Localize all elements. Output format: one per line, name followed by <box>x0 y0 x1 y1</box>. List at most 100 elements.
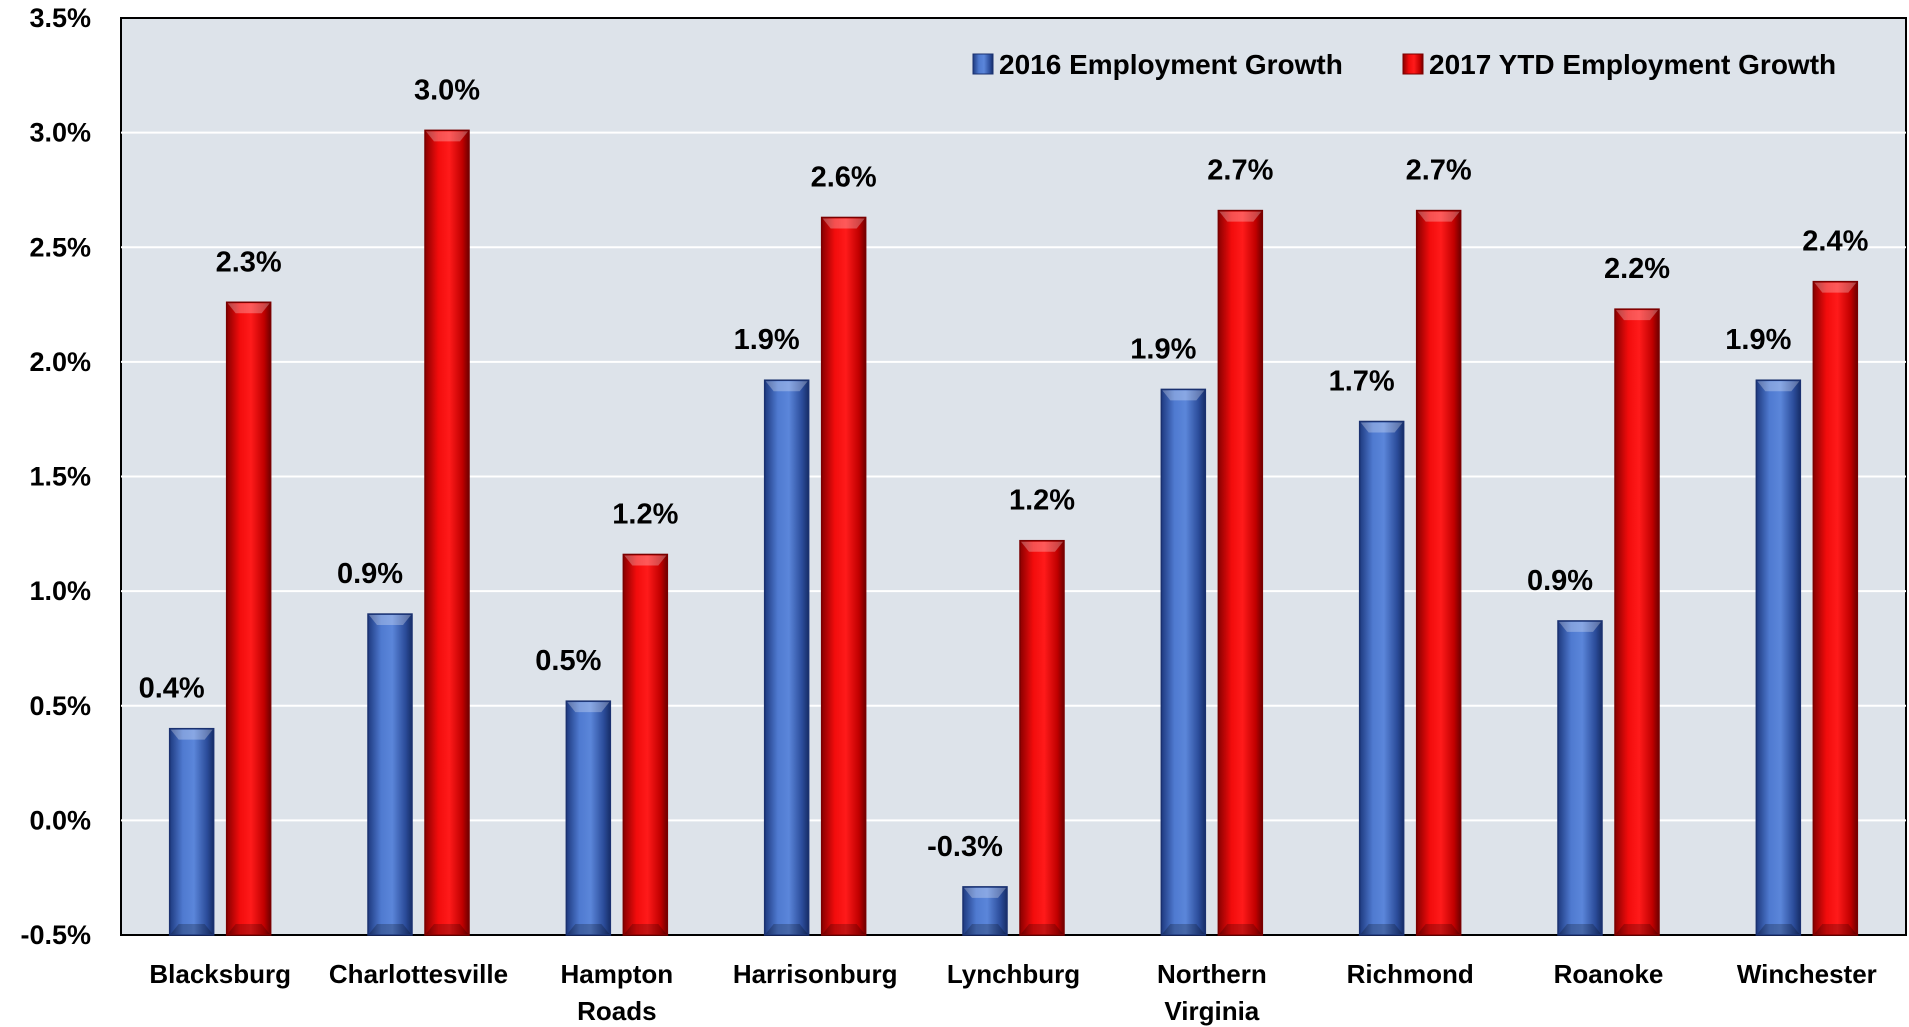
bar-2016 <box>1557 620 1603 936</box>
bar-body <box>1614 308 1660 936</box>
bar-2017-ytd <box>1614 308 1660 936</box>
bar-bottom-bevel <box>1559 924 1601 934</box>
y-tick-label: 1.5% <box>29 462 91 492</box>
legend-swatch <box>972 53 994 75</box>
bar-body <box>1755 379 1802 936</box>
data-label: 2.7% <box>1207 155 1273 187</box>
bar-bottom-bevel <box>1360 924 1403 934</box>
y-tick-label: 0.5% <box>29 691 91 721</box>
bar-body <box>424 129 470 936</box>
bar-top-bevel <box>1814 282 1857 293</box>
bar-body <box>1812 280 1859 936</box>
bar-top-bevel <box>964 887 1006 898</box>
y-tick-label: 1.0% <box>29 576 91 606</box>
category-label: Roads <box>577 996 656 1026</box>
bar-bottom-bevel <box>567 924 610 934</box>
data-label: 2.6% <box>811 161 877 193</box>
bar-bottom-bevel <box>1021 924 1063 934</box>
bar-top-bevel <box>1616 310 1658 321</box>
bar-bottom-bevel <box>1219 924 1262 934</box>
category-label: Northern <box>1157 959 1267 989</box>
category-label: Virginia <box>1164 996 1259 1026</box>
y-tick-label: -0.5% <box>20 920 91 950</box>
bar-bottom-bevel <box>822 924 865 934</box>
bar-bottom-bevel <box>227 924 270 934</box>
category-label: Blacksburg <box>149 959 291 989</box>
bar-bottom-bevel <box>170 924 213 934</box>
bar-body <box>622 553 669 936</box>
data-label: 1.2% <box>612 498 678 530</box>
bar-top-bevel <box>567 702 610 713</box>
data-label: 0.5% <box>535 645 601 677</box>
bar-2016 <box>367 613 413 936</box>
y-tick-label: 2.5% <box>29 232 91 262</box>
bar-top-bevel <box>227 303 270 314</box>
bar-bottom-bevel <box>1417 924 1460 934</box>
legend-swatch <box>1402 53 1424 75</box>
category-label: Lynchburg <box>947 959 1080 989</box>
bar-top-bevel <box>426 131 468 142</box>
bar-2017-ytd <box>622 553 669 936</box>
bar-body <box>962 886 1008 936</box>
bar-body <box>225 301 272 936</box>
data-label: 1.2% <box>1009 485 1075 517</box>
bar-bottom-bevel <box>624 924 667 934</box>
category-label: Winchester <box>1737 959 1877 989</box>
y-tick-label: 3.0% <box>29 118 91 148</box>
bar-2016 <box>1755 379 1802 936</box>
bar-2016 <box>1160 388 1207 936</box>
data-label: 0.9% <box>1527 565 1593 597</box>
bar-bottom-bevel <box>964 924 1006 934</box>
legend-label: 2016 Employment Growth <box>999 49 1343 80</box>
bar-top-bevel <box>1162 390 1205 401</box>
data-label: 0.9% <box>337 558 403 590</box>
bar-2017-ytd <box>820 216 867 936</box>
data-label: 2.7% <box>1406 155 1472 187</box>
bar-2017-ytd <box>225 301 272 936</box>
category-label: Roanoke <box>1554 959 1664 989</box>
category-label: Charlottesville <box>329 959 508 989</box>
data-label: 1.7% <box>1329 365 1395 397</box>
bar-body <box>1358 420 1405 936</box>
bar-bottom-bevel <box>765 924 808 934</box>
bar-bottom-bevel <box>1757 924 1800 934</box>
bar-top-bevel <box>624 555 667 566</box>
bar-top-bevel <box>1360 422 1403 433</box>
bar-2016 <box>962 886 1008 936</box>
bar-top-bevel <box>765 381 808 392</box>
bar-body <box>820 216 867 936</box>
data-label: 1.9% <box>1130 333 1196 365</box>
category-label: Harrisonburg <box>733 959 898 989</box>
bar-body <box>1217 209 1264 936</box>
data-label: 2.3% <box>216 246 282 278</box>
bar-bottom-bevel <box>1162 924 1205 934</box>
bar-top-bevel <box>1757 381 1800 392</box>
bar-top-bevel <box>170 729 213 740</box>
bar-top-bevel <box>1559 621 1601 632</box>
data-label: 3.0% <box>414 74 480 106</box>
category-label: Richmond <box>1347 959 1474 989</box>
y-tick-label: 2.0% <box>29 347 91 377</box>
legend-label: 2017 YTD Employment Growth <box>1429 49 1836 80</box>
bar-bottom-bevel <box>1814 924 1857 934</box>
bar-body <box>367 613 413 936</box>
bar-bottom-bevel <box>369 924 411 934</box>
bar-top-bevel <box>369 615 411 626</box>
bar-2016 <box>565 700 612 936</box>
bar-body <box>565 700 612 936</box>
legend: 2016 Employment Growth 2017 YTD Employmen… <box>972 49 1836 80</box>
bar-2016 <box>763 379 810 936</box>
bar-top-bevel <box>1219 211 1262 222</box>
bar-body <box>763 379 810 936</box>
bar-2017-ytd <box>1415 209 1462 936</box>
data-label: 0.4% <box>139 673 205 705</box>
bar-bottom-bevel <box>426 924 468 934</box>
bar-body <box>168 727 215 936</box>
bar-2016 <box>168 727 215 936</box>
bar-2017-ytd <box>424 129 470 936</box>
bar-top-bevel <box>1021 541 1063 552</box>
data-label: 2.4% <box>1802 226 1868 258</box>
data-label: 1.9% <box>1725 324 1791 356</box>
data-label: 1.9% <box>734 324 800 356</box>
